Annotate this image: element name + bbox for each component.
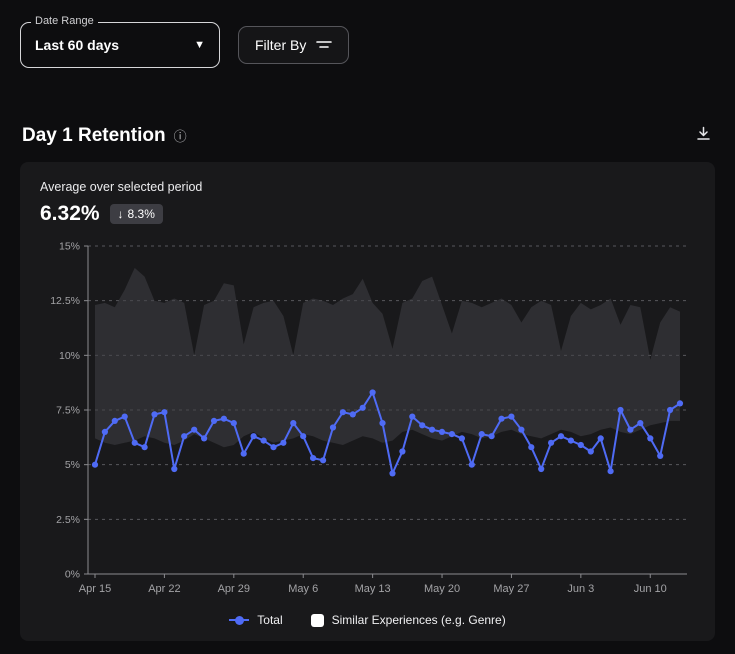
legend-label-total: Total: [257, 613, 283, 627]
page-title: Day 1 Retention: [22, 125, 166, 146]
svg-text:2.5%: 2.5%: [56, 514, 80, 526]
download-icon[interactable]: [694, 124, 713, 148]
top-controls: Date Range Last 60 days ▼ Filter By: [0, 0, 735, 68]
retention-chart-card: Average over selected period 6.32% ↓ 8.3…: [20, 162, 715, 641]
filter-icon: [316, 41, 333, 48]
chevron-down-icon: ▼: [194, 39, 205, 51]
delta-value: 8.3%: [127, 207, 155, 221]
legend-item-total[interactable]: Total: [229, 613, 283, 627]
filter-by-button[interactable]: Filter By: [238, 26, 350, 64]
similar-experiences-swatch-icon: [310, 613, 324, 627]
summary-caption: Average over selected period: [40, 180, 203, 194]
svg-text:12.5%: 12.5%: [50, 295, 80, 307]
chart-area[interactable]: 0% 2.5% 5% 7.5% 10% 12.5% 15% Apr 15 Apr 22 Apr 2…: [40, 236, 695, 609]
svg-text:0%: 0%: [65, 569, 80, 581]
svg-text:10%: 10%: [59, 350, 80, 362]
chart-legend: Total Similar Experiences (e.g. Genre): [40, 613, 695, 627]
svg-text:7.5%: 7.5%: [56, 405, 80, 417]
svg-text:Apr 15: Apr 15: [79, 583, 111, 595]
delta-badge: ↓ 8.3%: [109, 204, 163, 224]
info-icon[interactable]: ⓘ: [173, 128, 187, 144]
svg-text:Jun 10: Jun 10: [634, 583, 667, 595]
svg-text:15%: 15%: [59, 241, 80, 253]
svg-text:Jun 3: Jun 3: [567, 583, 594, 595]
svg-text:May 20: May 20: [424, 583, 460, 595]
svg-text:5%: 5%: [65, 459, 80, 471]
delta-arrow-icon: ↓: [117, 207, 124, 221]
svg-text:May 6: May 6: [288, 583, 318, 595]
svg-text:Apr 29: Apr 29: [218, 583, 250, 595]
retention-line-chart[interactable]: 0% 2.5% 5% 7.5% 10% 12.5% 15% Apr 15 Apr 22 Apr 2…: [40, 236, 695, 604]
svg-text:Apr 22: Apr 22: [148, 583, 180, 595]
filter-by-label: Filter By: [255, 37, 307, 53]
legend-item-similar-experiences[interactable]: Similar Experiences (e.g. Genre): [310, 613, 506, 627]
date-range-select[interactable]: Date Range Last 60 days ▼: [20, 15, 220, 68]
svg-text:May 13: May 13: [355, 583, 391, 595]
date-range-value: Last 60 days: [35, 37, 120, 53]
total-series-swatch-icon: [229, 615, 250, 625]
summary-value: 6.32%: [40, 202, 100, 225]
section-header: Day 1 Retention ⓘ: [0, 124, 735, 148]
legend-label-similar-experiences: Similar Experiences (e.g. Genre): [331, 613, 506, 627]
date-range-label: Date Range: [31, 15, 98, 27]
svg-text:May 27: May 27: [493, 583, 529, 595]
